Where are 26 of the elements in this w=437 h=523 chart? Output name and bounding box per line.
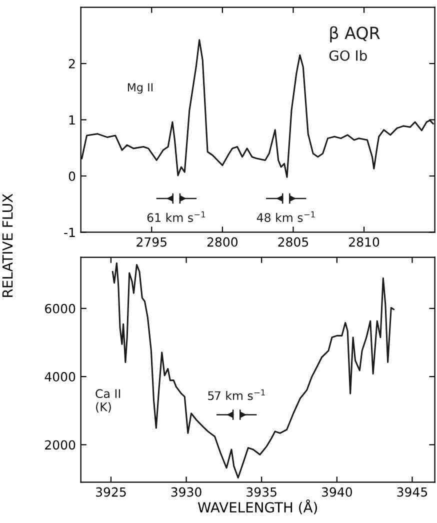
annotation: Ca II (K) <box>96 389 120 413</box>
x-tick-label: 3930 <box>171 487 202 497</box>
x-tick-label: 2810 <box>349 237 380 247</box>
y-tick-label: 6000 <box>45 304 76 314</box>
x-tick-label: 3925 <box>96 487 126 497</box>
y-tick-label: 1 <box>69 115 75 125</box>
y-tick-label: 0 <box>68 171 76 181</box>
annotation: 57 km s$^{−1}$ <box>208 389 265 400</box>
x-tick-label: 2795 <box>136 237 166 247</box>
x-tick-label: 3945 <box>397 487 428 497</box>
y-tick-label: 2000 <box>45 440 76 450</box>
line-series <box>112 262 395 479</box>
x-tick-label: 2800 <box>207 237 238 247</box>
annotation: 61 km s$^{−1}$ <box>147 211 206 222</box>
x-tick-label: 3940 <box>322 487 352 497</box>
y-axis-title: RELATIVE FLUX <box>2 194 13 297</box>
x-tick-label: 3935 <box>246 487 276 497</box>
x-tick-label: 2805 <box>278 237 308 247</box>
annotation: GO Ib <box>329 50 367 61</box>
y-tick-label: 4000 <box>44 372 76 382</box>
x-axis-title: WAVELENGTH (Å) <box>198 499 317 514</box>
y-tick-label: 2 <box>68 59 75 68</box>
annotation: Mg II <box>128 83 152 94</box>
y-tick-label: -1 <box>64 228 75 237</box>
annotation: β AQR <box>330 26 380 42</box>
annotation: 48 km s$^{−1}$ <box>256 211 315 222</box>
